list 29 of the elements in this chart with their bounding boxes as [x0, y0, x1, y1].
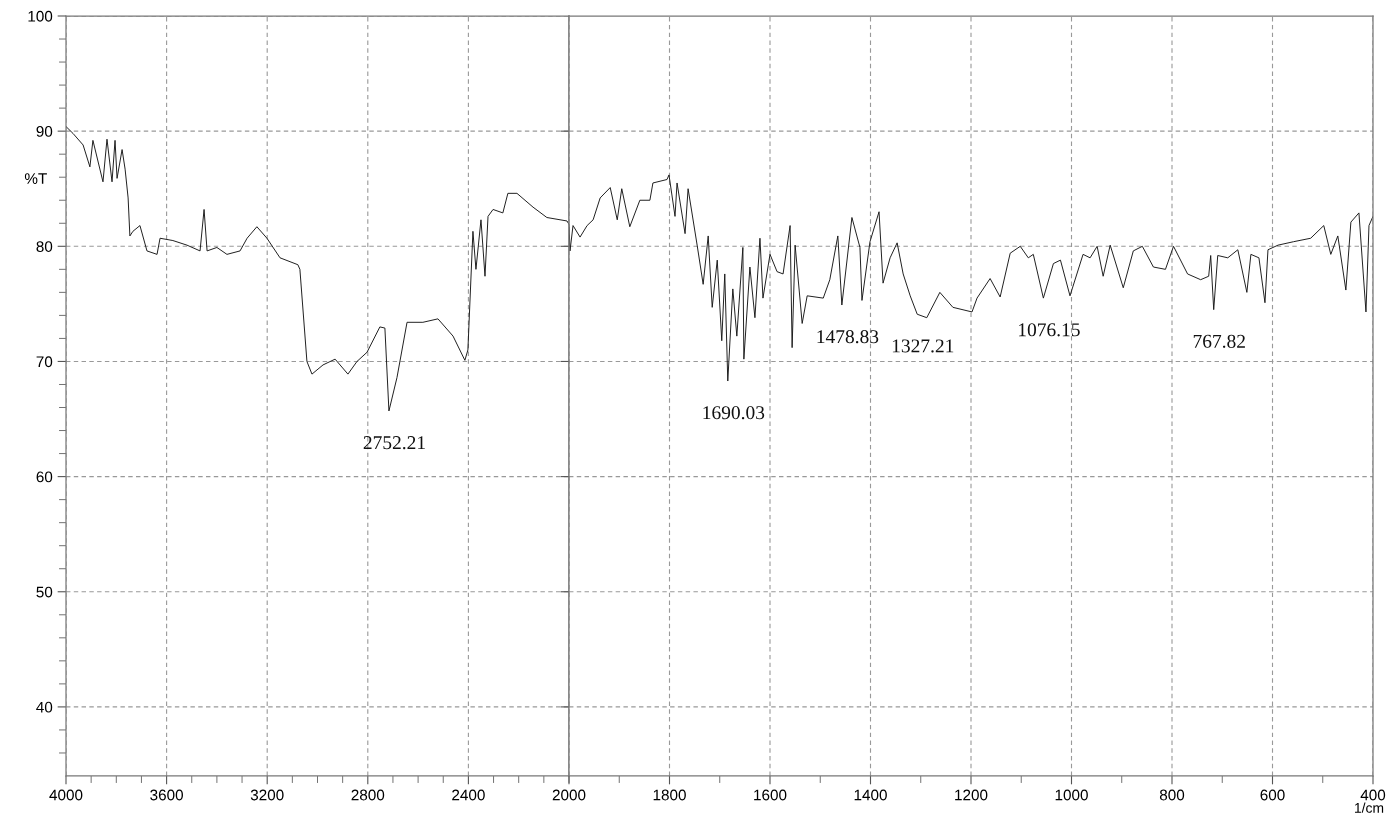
y-tick-label: 90	[36, 126, 53, 137]
x-tick-label: 800	[1159, 789, 1185, 801]
y-tick-label: 50	[36, 586, 53, 598]
x-tick-label: 4000	[49, 789, 83, 801]
x-tick-label: 1400	[854, 789, 887, 801]
x-tick-label: 1000	[1055, 789, 1088, 801]
annotation: 2752.21	[363, 436, 425, 450]
x-tick-label: 400	[1360, 789, 1386, 801]
x-tick-label: 3200	[250, 789, 284, 801]
y-tick-label: 60	[36, 471, 53, 483]
x-tick-label: 1200	[955, 789, 988, 801]
annotation: 767.82	[1193, 334, 1245, 348]
y-tick-label: 100	[28, 10, 53, 22]
annotation: 1327.21	[892, 339, 954, 353]
x-tick-label: 1600	[754, 789, 787, 801]
x-tick-label: 2000	[552, 789, 586, 801]
annotation: 1690.03	[703, 406, 765, 420]
x-tick-label: 3600	[150, 789, 183, 801]
x-tick-label: 2400	[452, 789, 485, 801]
annotation: 1076.15	[1019, 323, 1080, 337]
x-tick-label: 600	[1260, 789, 1285, 801]
x-axis-title: 1/cm	[1354, 802, 1384, 813]
y-tick-label: 70	[36, 356, 53, 368]
x-tick-label: 1800	[653, 789, 686, 801]
y-tick-label: 80	[36, 241, 53, 252]
x-tick-label: 2800	[351, 789, 385, 801]
y-axis-title: %T	[24, 173, 47, 184]
annotation: 1478.83	[817, 330, 879, 344]
y-tick-label: 40	[36, 701, 53, 713]
